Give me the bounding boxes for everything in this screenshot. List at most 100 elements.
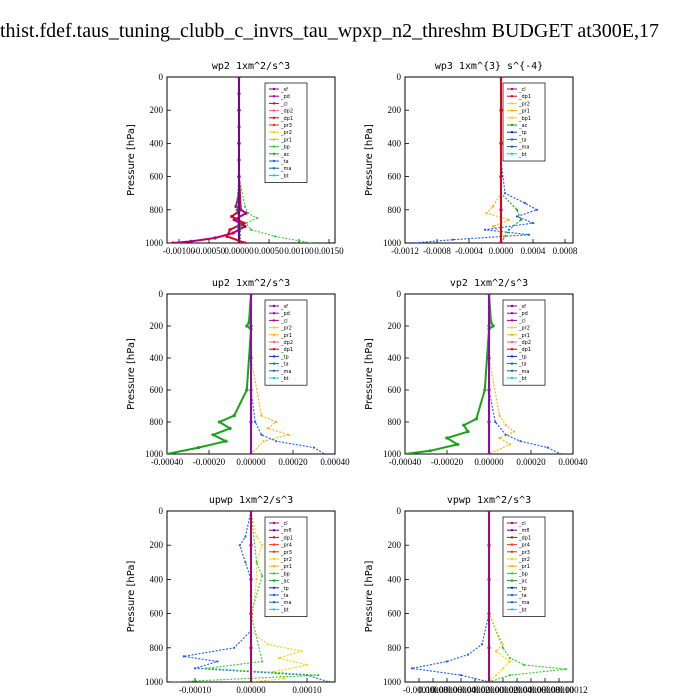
y-tick-label: 200 (150, 540, 164, 550)
y-tick-label: 400 (388, 574, 402, 584)
data-point_ac (235, 208, 238, 211)
data-point_dp1 (243, 241, 247, 243)
data-point_bp (261, 574, 264, 578)
data-point_ta (244, 535, 247, 538)
legend-label: _pr1 (518, 564, 530, 570)
data-point_pd (249, 388, 253, 392)
series-group (171, 77, 313, 243)
legend-marker (510, 116, 514, 120)
x-tick-label: 0.0008 (553, 246, 578, 256)
data-point_ta (531, 221, 535, 225)
legend-label: _ma (280, 166, 291, 172)
legend-marker (272, 95, 276, 98)
legend-marker (272, 326, 276, 329)
data-point_ta (515, 215, 519, 218)
legend-marker (272, 529, 276, 532)
legend-marker (510, 608, 514, 611)
data-point_pr1 (504, 424, 507, 427)
legend-label: _bt (518, 376, 527, 382)
x-tick-label: 0.00002 (460, 685, 489, 695)
x-tick-label: 0.00040 (320, 457, 350, 467)
data-point_pd (487, 324, 491, 328)
legend-marker (510, 355, 514, 358)
data-point_ta (244, 561, 247, 564)
y-tick-label: 600 (388, 172, 402, 182)
data-point_ac (507, 228, 511, 231)
data-point_pr1 (498, 414, 501, 417)
data-point_ta (466, 653, 470, 656)
data-point_ta (527, 233, 531, 236)
legend-marker (272, 319, 276, 322)
legend-marker (272, 109, 276, 112)
data-point_ta (480, 643, 484, 646)
legend-label: _pr4 (518, 543, 530, 549)
legend-marker (510, 536, 514, 539)
series-line_ta (183, 511, 330, 682)
legend-marker (272, 333, 276, 336)
data-point_cl (249, 612, 253, 616)
y-tick-label: 200 (388, 321, 402, 331)
legend-marker (510, 586, 514, 589)
data-point_dp1 (247, 321, 251, 325)
data-point_pr2 (508, 660, 512, 663)
legend-marker (272, 536, 276, 539)
legend-label: _ma (518, 369, 529, 375)
legend-marker (272, 362, 276, 365)
x-tick-label: 0.00010 (544, 685, 574, 695)
plot-frame (404, 76, 574, 244)
x-tick-label: 0.00150 (314, 246, 344, 256)
legend-label: _pd (280, 94, 290, 100)
data-point_dp1 (499, 77, 503, 79)
panel-title: vp2 1xm^2/s^3 (450, 278, 528, 289)
data-point_cl (244, 211, 248, 215)
legend-label: _ta (518, 593, 527, 599)
legend-marker (272, 543, 276, 546)
data-point_dp1 (499, 175, 503, 179)
x-tick-label: 0.00020 (278, 457, 308, 467)
y-tick-label: 0 (397, 506, 402, 516)
legend-label: _pr3 (280, 123, 292, 129)
legend-marker (272, 579, 276, 582)
data-point_cl (487, 511, 491, 513)
data-point_ac (519, 218, 523, 221)
legend-label: _pr2 (518, 101, 530, 107)
x-tick-label: 0.00004 (446, 685, 476, 695)
series-line_pr1 (250, 294, 291, 454)
data-point_pr1 (507, 218, 511, 221)
data-point_bp (246, 212, 250, 215)
legend-marker (510, 326, 514, 329)
x-tick-label: 0.00006 (516, 685, 546, 695)
data-point_sf (237, 77, 241, 79)
data-point_pr1 (262, 440, 265, 443)
legend-label: _bp (280, 145, 290, 151)
data-point_ta (193, 667, 197, 670)
data-point_ta (483, 228, 487, 231)
page-title: thist.fdef.taus_tuning_clubb_c_invrs_tau… (0, 20, 659, 42)
legend-marker (510, 572, 514, 575)
legend-box (264, 516, 308, 617)
legend-label: _bt (280, 173, 289, 179)
legend-label: _pr1 (518, 333, 530, 339)
series-group (411, 77, 539, 243)
y-tick-label: 600 (150, 172, 164, 182)
legend-label: _dp2 (280, 340, 293, 346)
legend-label: _dp1 (280, 535, 293, 541)
x-tick-label: 0.00000 (236, 457, 266, 467)
data-point_dp1 (224, 439, 228, 443)
y-tick-label: 1000 (145, 238, 164, 248)
data-point_pr1 (508, 443, 512, 446)
legend-marker (272, 304, 276, 308)
series-group (405, 294, 562, 454)
x-tick-label: 0.00020 (516, 457, 546, 467)
y-tick-label: 600 (388, 609, 402, 619)
data-point_dp1 (499, 108, 503, 112)
data-point_pr2 (261, 544, 264, 547)
data-point_pr1 (260, 414, 263, 417)
x-tick-label: 0.00040 (558, 457, 588, 467)
y-axis-label: Pressure [hPa] (364, 124, 375, 196)
legend-label: _pd (518, 311, 528, 317)
x-tick-label: 0.00000 (474, 457, 504, 467)
legend-label: _tp (518, 586, 527, 592)
y-tick-label: 400 (388, 353, 402, 363)
data-point_bp (317, 674, 320, 677)
